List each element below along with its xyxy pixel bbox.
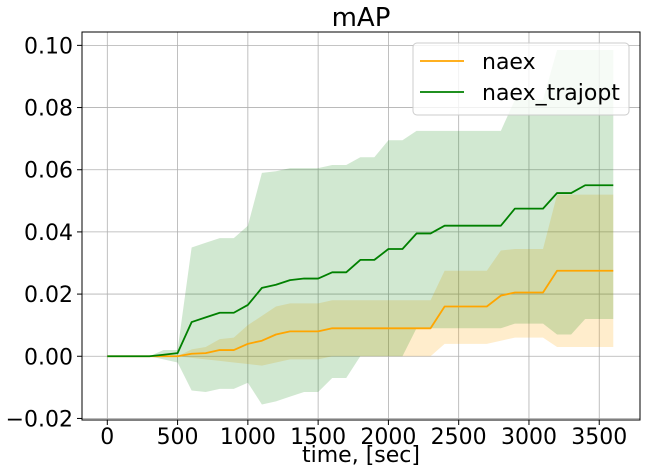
legend-label-naex-trajopt: naex_trajopt: [482, 81, 620, 106]
x-tick-label: 1500: [290, 425, 346, 450]
series-line-naex-trajopt: [107, 184, 614, 358]
x-tick-label: 2000: [360, 425, 416, 450]
y-tick-label: 0.06: [24, 159, 73, 184]
x-tick-label: 3000: [501, 425, 557, 450]
y-tick-label: −0.02: [6, 407, 73, 432]
confidence-bands: [107, 50, 614, 405]
legend: naex naex_trajopt: [412, 42, 630, 116]
y-tick-label: 0.08: [24, 97, 73, 122]
y-tick-label: 0.00: [24, 345, 73, 370]
axis-ticks: 0 500 1000 1500 2000 2500 3000 3500 −0.02 0.00 0.0…: [6, 34, 628, 450]
x-tick-label: 1000: [220, 425, 276, 450]
series-line-naex: [107, 269, 614, 358]
plot-frame: [81, 31, 641, 421]
legend-label-naex: naex: [482, 50, 536, 75]
x-tick-label: 0: [100, 425, 114, 450]
chart-title: mAP: [332, 3, 391, 33]
x-tick-label: 2500: [431, 425, 487, 450]
series-lines: [107, 184, 614, 358]
band-naex-trajopt: [107, 50, 614, 405]
band-naex: [107, 194, 614, 366]
x-axis-label: time, [sec]: [302, 443, 420, 468]
y-tick-label: 0.02: [24, 283, 73, 308]
legend-box: [412, 42, 630, 116]
y-tick-label: 0.04: [24, 221, 73, 246]
x-tick-label: 500: [157, 425, 199, 450]
y-tick-label: 0.10: [24, 34, 73, 59]
x-tick-label: 3500: [571, 425, 627, 450]
